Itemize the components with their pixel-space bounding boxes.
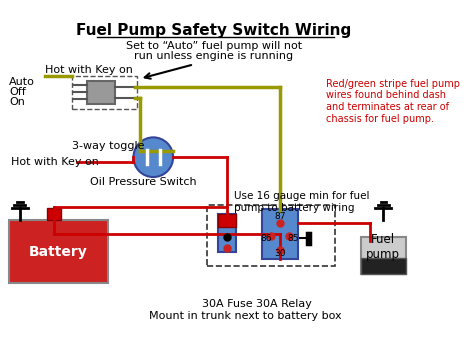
- Text: Mount in trunk next to battery box: Mount in trunk next to battery box: [149, 311, 342, 321]
- Bar: [9, 220, 108, 283]
- Text: 3-way toggle: 3-way toggle: [72, 141, 145, 151]
- Text: 85: 85: [287, 234, 299, 243]
- Text: 30A Fuse: 30A Fuse: [202, 299, 253, 309]
- Bar: [263, 209, 299, 259]
- Text: run unless engine is running: run unless engine is running: [134, 51, 293, 61]
- Bar: [208, 205, 336, 266]
- Text: Hot with Key on: Hot with Key on: [45, 65, 133, 75]
- Text: 87: 87: [275, 212, 286, 221]
- Bar: [218, 214, 236, 226]
- Text: Auto: Auto: [9, 77, 35, 87]
- Bar: [361, 236, 406, 274]
- Text: Oil Pressure Switch: Oil Pressure Switch: [90, 178, 197, 187]
- Text: Hot with Key on: Hot with Key on: [11, 157, 99, 167]
- Bar: [72, 76, 137, 109]
- Text: Set to “Auto” fuel pump will not: Set to “Auto” fuel pump will not: [126, 41, 302, 51]
- Text: 86: 86: [260, 234, 272, 243]
- Circle shape: [134, 137, 173, 177]
- Text: Use 16 gauge min for fuel
pump to battery wiring: Use 16 gauge min for fuel pump to batter…: [235, 191, 370, 213]
- Text: Fuel Pump Safety Switch Wiring: Fuel Pump Safety Switch Wiring: [76, 23, 351, 38]
- Text: Red/green stripe fuel pump
wires found behind dash
and terminates at rear of
cha: Red/green stripe fuel pump wires found b…: [327, 79, 460, 124]
- Text: On: On: [9, 97, 25, 107]
- Bar: [361, 258, 406, 274]
- Text: 30A Relay: 30A Relay: [256, 299, 312, 309]
- Text: Off: Off: [9, 87, 26, 97]
- Text: Battery: Battery: [29, 245, 88, 259]
- Bar: [218, 214, 236, 252]
- Text: 30: 30: [275, 249, 286, 258]
- Text: Fuel
pump: Fuel pump: [366, 233, 400, 261]
- Bar: [87, 81, 116, 104]
- Bar: [47, 208, 61, 220]
